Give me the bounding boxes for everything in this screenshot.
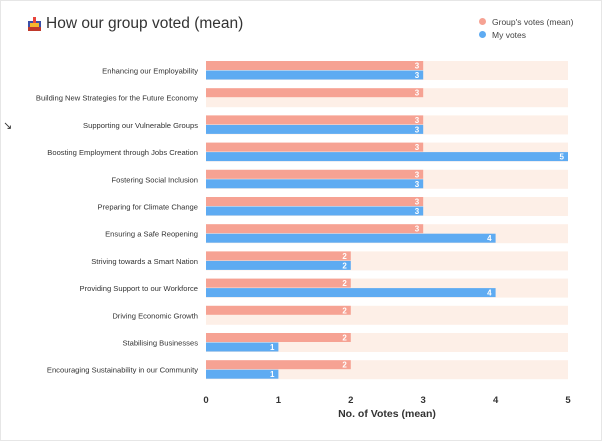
bar-my-votes[interactable]	[206, 152, 568, 162]
category-label: Providing Support to our Workforce	[80, 284, 198, 293]
bar-group-votes[interactable]	[206, 169, 424, 179]
category-label: Building New Strategies for the Future E…	[36, 94, 198, 103]
bar-value-label: 3	[415, 170, 420, 179]
bar-group-votes[interactable]	[206, 142, 424, 152]
legend-swatch-group	[479, 18, 486, 25]
category-label: Preparing for Climate Change	[98, 203, 198, 212]
bar-value-label: 5	[560, 153, 565, 162]
bar-value-label: 2	[342, 334, 347, 343]
bar-my-votes[interactable]	[206, 70, 424, 80]
category-label: Boosting Employment through Jobs Creatio…	[47, 148, 198, 157]
bar-value-label: 2	[342, 261, 347, 270]
bar-value-label: 3	[415, 62, 420, 71]
mouse-cursor-icon: ↘	[3, 120, 13, 132]
bar-value-label: 3	[415, 125, 420, 134]
chart-header: How our group voted (mean)	[28, 15, 243, 33]
bar-value-label: 1	[270, 343, 275, 352]
legend-label-group: Group's votes (mean)	[492, 16, 574, 27]
bar-value-label: 3	[415, 143, 420, 152]
bar-value-label: 4	[487, 234, 492, 243]
chart-title: How our group voted (mean)	[46, 15, 244, 32]
bar-group-votes[interactable]	[206, 360, 351, 370]
bar-group-votes[interactable]	[206, 333, 351, 342]
x-tick-label: 2	[348, 395, 353, 406]
bar-value-label: 3	[415, 180, 420, 189]
bar-value-label: 3	[415, 225, 420, 234]
x-tick-label: 4	[493, 395, 499, 406]
bar-value-label: 4	[487, 289, 492, 298]
category-label: Fostering Social Inclusion	[111, 175, 198, 184]
bar-group-votes[interactable]	[206, 88, 424, 98]
bar-group-votes[interactable]	[206, 61, 424, 70]
x-tick-label: 0	[203, 395, 208, 406]
legend-item-mine[interactable]: My votes	[479, 28, 573, 41]
bar-value-label: 2	[342, 361, 347, 370]
x-tick-label: 3	[421, 395, 426, 406]
bar-value-label: 3	[415, 116, 420, 125]
category-label: Ensuring a Safe Reopening	[105, 230, 198, 239]
bar-value-label: 3	[415, 89, 420, 98]
category-label: Enhancing our Employability	[102, 67, 198, 76]
bar-group-votes[interactable]	[206, 224, 424, 234]
bar-group-votes[interactable]	[206, 278, 351, 288]
bar-value-label: 3	[415, 198, 420, 207]
bar-my-votes[interactable]	[206, 233, 496, 243]
bar-value-label: 1	[270, 370, 275, 379]
category-label: Driving Economic Growth	[112, 311, 198, 320]
bar-my-votes[interactable]	[206, 206, 424, 216]
bar-my-votes[interactable]	[206, 288, 496, 298]
bar-my-votes[interactable]	[206, 260, 351, 270]
bar-my-votes[interactable]	[206, 124, 424, 134]
bar-value-label: 2	[342, 279, 347, 288]
legend-swatch-mine	[479, 31, 486, 38]
legend-label-mine: My votes	[492, 29, 527, 40]
bar-value-label: 3	[415, 207, 420, 216]
bar-my-votes[interactable]	[206, 342, 279, 352]
bar-group-votes[interactable]	[206, 251, 351, 261]
bar-group-votes[interactable]	[206, 197, 424, 206]
x-tick-label: 1	[276, 395, 282, 406]
bar-value-label: 3	[415, 71, 420, 80]
bar-my-votes[interactable]	[206, 179, 424, 189]
x-axis-title: No. of Votes (mean)	[338, 408, 436, 420]
bar-group-votes[interactable]	[206, 115, 424, 125]
bar-my-votes[interactable]	[206, 369, 279, 379]
bar-group-votes[interactable]	[206, 305, 351, 315]
bar-value-label: 2	[342, 252, 347, 261]
category-label: Stabilising Businesses	[122, 339, 198, 348]
legend-item-group[interactable]: Group's votes (mean)	[479, 15, 573, 28]
chart-legend: Group's votes (mean) My votes	[479, 15, 573, 41]
trophy-icon	[28, 17, 41, 31]
bar-value-label: 2	[342, 306, 347, 315]
category-label: Supporting our Vulnerable Groups	[83, 121, 198, 130]
category-label: Striving towards a Smart Nation	[91, 257, 198, 266]
category-label: Encouraging Sustainability in our Commun…	[47, 366, 198, 375]
x-tick-label: 5	[565, 395, 571, 406]
